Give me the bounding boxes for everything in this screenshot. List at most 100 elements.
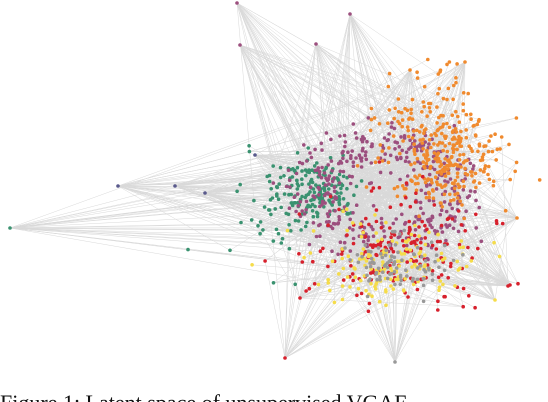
node bbox=[330, 179, 335, 184]
node bbox=[443, 174, 448, 178]
node bbox=[442, 268, 447, 273]
node bbox=[363, 249, 368, 254]
node bbox=[468, 189, 473, 193]
node bbox=[339, 186, 343, 191]
node bbox=[311, 221, 316, 225]
node bbox=[366, 235, 371, 239]
node bbox=[454, 80, 458, 85]
node bbox=[409, 241, 414, 245]
node bbox=[304, 199, 309, 204]
node bbox=[421, 211, 426, 216]
node bbox=[457, 242, 462, 247]
node bbox=[328, 288, 332, 293]
node bbox=[340, 297, 345, 302]
node bbox=[491, 183, 496, 188]
edge bbox=[289, 224, 373, 248]
node bbox=[506, 284, 510, 288]
node bbox=[451, 83, 456, 88]
edge bbox=[389, 109, 450, 144]
node bbox=[449, 155, 454, 160]
node bbox=[392, 126, 397, 131]
node bbox=[362, 225, 367, 230]
node bbox=[377, 185, 382, 190]
node bbox=[436, 127, 441, 132]
edge bbox=[355, 132, 367, 235]
node bbox=[409, 178, 413, 182]
edge bbox=[349, 13, 422, 127]
node bbox=[473, 171, 478, 176]
node bbox=[437, 140, 442, 145]
node bbox=[468, 161, 473, 166]
node bbox=[463, 60, 467, 64]
node bbox=[453, 284, 457, 288]
node bbox=[393, 360, 397, 364]
node bbox=[417, 130, 422, 134]
node bbox=[425, 263, 430, 267]
node bbox=[428, 110, 433, 114]
edge bbox=[305, 73, 390, 176]
edge bbox=[239, 44, 303, 263]
node bbox=[335, 191, 340, 195]
node bbox=[415, 176, 419, 180]
node bbox=[440, 230, 445, 234]
node bbox=[365, 139, 369, 144]
edge bbox=[429, 269, 469, 296]
node bbox=[419, 240, 423, 245]
node bbox=[487, 177, 492, 182]
node bbox=[503, 208, 508, 213]
node bbox=[466, 91, 471, 96]
node bbox=[332, 185, 337, 189]
node bbox=[351, 221, 355, 225]
edge bbox=[117, 185, 391, 269]
node bbox=[443, 243, 447, 248]
node bbox=[186, 247, 190, 252]
node bbox=[321, 246, 325, 251]
node bbox=[494, 219, 499, 223]
node bbox=[320, 199, 325, 204]
node bbox=[367, 222, 371, 227]
node bbox=[427, 195, 432, 200]
node bbox=[337, 197, 342, 202]
node bbox=[286, 168, 291, 172]
edge bbox=[117, 119, 372, 187]
node bbox=[391, 249, 396, 254]
node bbox=[415, 245, 420, 250]
node bbox=[435, 105, 439, 109]
node bbox=[421, 147, 425, 151]
node bbox=[495, 221, 499, 226]
node bbox=[342, 133, 347, 138]
node bbox=[452, 198, 456, 202]
node bbox=[337, 181, 342, 185]
node bbox=[467, 194, 472, 198]
node bbox=[455, 171, 460, 175]
node bbox=[333, 209, 337, 213]
node bbox=[274, 227, 279, 232]
edge bbox=[347, 13, 351, 153]
node bbox=[361, 230, 366, 235]
edge bbox=[257, 174, 489, 227]
node bbox=[304, 208, 308, 212]
node bbox=[332, 189, 337, 193]
node bbox=[467, 144, 472, 148]
node bbox=[376, 156, 381, 160]
node bbox=[370, 294, 374, 299]
node bbox=[327, 182, 331, 186]
node bbox=[457, 158, 462, 162]
node bbox=[456, 201, 460, 206]
node bbox=[330, 168, 334, 173]
node bbox=[421, 174, 425, 179]
node bbox=[438, 201, 443, 205]
node bbox=[297, 252, 301, 256]
node bbox=[430, 181, 434, 185]
node bbox=[444, 134, 448, 139]
node bbox=[454, 109, 458, 114]
node bbox=[446, 276, 451, 280]
node bbox=[459, 239, 464, 243]
node bbox=[465, 158, 469, 163]
node bbox=[486, 149, 491, 154]
node bbox=[436, 91, 440, 96]
node bbox=[423, 253, 427, 257]
node bbox=[453, 219, 457, 223]
node bbox=[235, 189, 239, 194]
node bbox=[295, 187, 300, 191]
